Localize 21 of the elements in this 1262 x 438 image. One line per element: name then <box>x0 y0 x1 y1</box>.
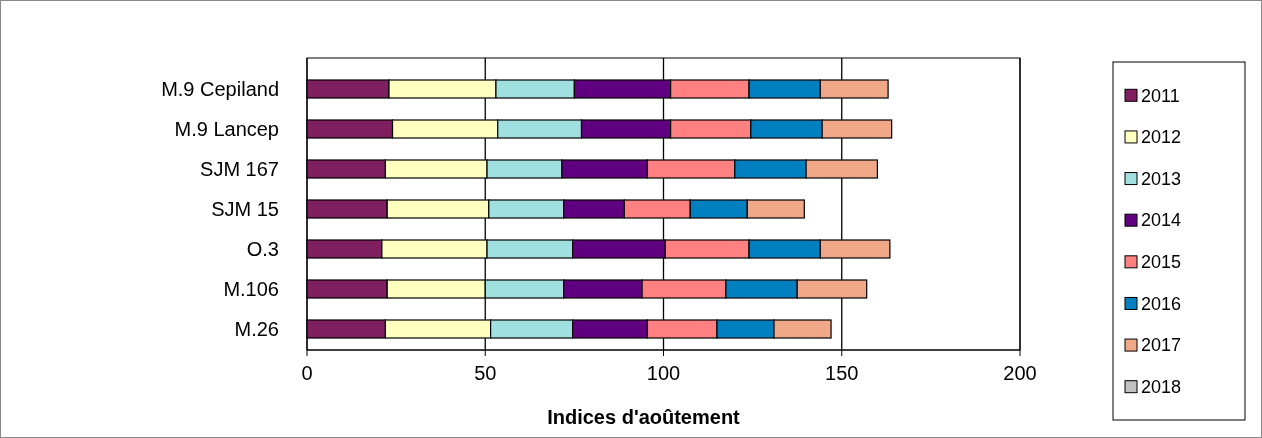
legend-label: 2015 <box>1141 252 1182 273</box>
x-tick-label: 200 <box>1003 362 1037 384</box>
y-tick-label: SJM 15 <box>211 198 279 220</box>
y-tick-label: SJM 167 <box>200 158 279 180</box>
y-tick-label: M.106 <box>223 278 279 300</box>
legend-label: 2016 <box>1141 293 1182 314</box>
legend-label: 2012 <box>1141 127 1182 148</box>
y-tick-label: M.9 Cepiland <box>161 78 279 100</box>
y-tick-label: O.3 <box>246 238 279 260</box>
x-tick-label: 150 <box>825 362 859 384</box>
y-tick-label: M.26 <box>234 318 279 340</box>
x-axis-title: Indices d'aoûtement <box>547 406 741 428</box>
legend-label: 2017 <box>1141 335 1182 356</box>
y-tick-label: M.9 Lancep <box>174 118 279 140</box>
legend-label: 2011 <box>1141 85 1180 106</box>
x-tick-label: 100 <box>646 362 681 384</box>
x-tick-label: 50 <box>474 362 497 384</box>
legend-label: 2014 <box>1141 210 1182 231</box>
x-tick-label: 0 <box>301 362 313 384</box>
legend-label: 2013 <box>1141 168 1182 189</box>
legend-label: 2018 <box>1141 377 1182 397</box>
